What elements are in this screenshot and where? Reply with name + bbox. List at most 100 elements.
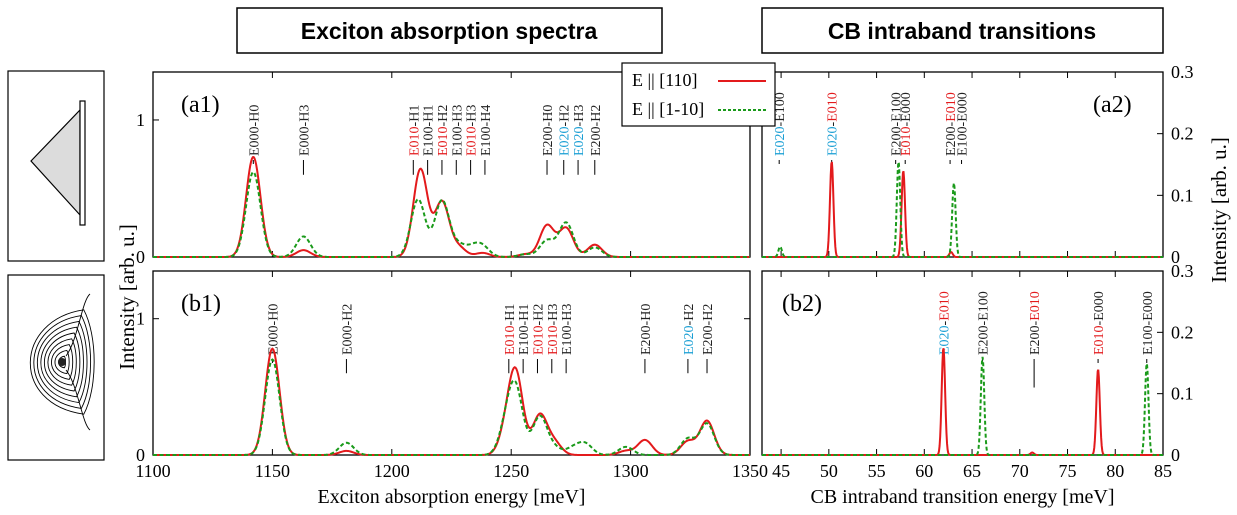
heading-right: CB intraband transitions xyxy=(761,7,1164,54)
peak-annotation: E020-E010 xyxy=(826,92,841,164)
peak-annotation: E010-E000 xyxy=(899,92,914,164)
peak-annotation: E010-H2 xyxy=(436,105,451,175)
annotation-label: E010-E000 xyxy=(899,92,914,156)
contour-center xyxy=(58,358,66,366)
peak-annotation: E020-H2 xyxy=(558,105,573,175)
series-line-e-1-10 xyxy=(762,356,1163,456)
peak-annotation: E010-H1 xyxy=(503,304,518,374)
peak-annotation: E010-H1 xyxy=(407,105,422,175)
annotation-label: E100-H3 xyxy=(450,105,465,156)
annotation-label: E200-H2 xyxy=(701,304,716,355)
peak-annotation: E200-E100 xyxy=(977,291,992,363)
y-tick-label: 0.1 xyxy=(1171,384,1194,404)
contour-line xyxy=(40,326,84,398)
peak-annotation: E100-H4 xyxy=(479,105,494,175)
peak-annotation: E020-H2 xyxy=(682,304,697,374)
annotation-label: E100-E000 xyxy=(956,92,971,156)
legend-label-110: E || [110] xyxy=(632,70,698,90)
annotation-label: E010-H1 xyxy=(407,105,422,156)
annotation-label: E020-H2 xyxy=(558,105,573,156)
chart-panels: 01(a1)E000-H0E000-H3E010-H1E100-H1E010-H… xyxy=(135,62,1193,508)
x-tick-label: 1300 xyxy=(613,461,649,481)
peak-annotation: E020-E100 xyxy=(773,92,788,164)
contour-line xyxy=(43,332,81,392)
peak-annotation: E000-H0 xyxy=(266,304,281,363)
annotation-label: E200-H0 xyxy=(541,105,556,156)
y-tick-label: 0 xyxy=(136,445,145,465)
peak-annotation: E100-H1 xyxy=(422,105,437,175)
annotation-label: E000-H2 xyxy=(340,304,355,355)
annotation-label: E020-H3 xyxy=(572,105,587,156)
peak-annotation: E100-H1 xyxy=(517,304,532,374)
annotation-label: E010-H3 xyxy=(465,105,480,156)
triangle-quantum-dot-icon xyxy=(7,70,105,262)
contour-lines xyxy=(29,293,95,431)
annotation-label: E020-E100 xyxy=(773,92,788,156)
panel-b2: 0 0.1 0.2 0.3 45 50 55 60 65 70 75 80 85 CB intraband… xyxy=(761,261,1194,508)
annotation-label: E010-E000 xyxy=(1092,291,1107,355)
contour-line xyxy=(33,315,92,409)
y-tick-label: 0 xyxy=(1171,247,1180,267)
peak-annotation: E200-H2 xyxy=(589,105,604,175)
x-axis-label: CB intraband transition energy [meV] xyxy=(810,486,1114,508)
x-tick-label: 65 xyxy=(963,461,981,481)
peak-annotation: E100-H3 xyxy=(450,105,465,175)
peak-annotation: E100-E000 xyxy=(956,92,971,164)
panel-frame xyxy=(152,270,751,456)
contour-line xyxy=(36,320,88,404)
panel-b1: 0 1 1100 1150 1200 1250 1300 1350 Exciton absorp… xyxy=(135,270,768,508)
x-tick-label: 1100 xyxy=(135,461,170,481)
y-tick-label: 0 xyxy=(136,247,145,267)
series-line-e-1-10 xyxy=(153,358,750,456)
legend-label-1-10: E || [1-10] xyxy=(632,99,704,119)
x-tick-label: 1150 xyxy=(255,461,290,481)
heading-right-text: CB intraband transitions xyxy=(828,18,1096,44)
peak-annotation: E200-E100 xyxy=(890,92,905,164)
annotation-label: E100-H3 xyxy=(560,304,575,355)
contour-line xyxy=(47,338,77,386)
peak-annotation: E200-H2 xyxy=(701,304,716,374)
contour-line xyxy=(29,309,95,415)
y-tick-label: 1 xyxy=(136,309,145,329)
y-tick-label: 1 xyxy=(136,110,145,130)
annotation-label: E100-H1 xyxy=(517,304,532,355)
annotation-label: E100-H1 xyxy=(422,105,437,156)
y-tick-label: 0 xyxy=(1171,445,1180,465)
panel-label: (a2) xyxy=(1093,92,1132,118)
right-y-axis-label: Intensity [arb. u.] xyxy=(1207,137,1231,283)
x-tick-label: 60 xyxy=(915,461,933,481)
annotation-label: E000-H0 xyxy=(266,304,281,355)
x-tick-label: 45 xyxy=(772,461,790,481)
contour-line xyxy=(65,293,91,357)
annotation-label: E000-H3 xyxy=(297,105,312,156)
peak-annotation: E200-H0 xyxy=(639,304,654,374)
annotation-label: E010-H2 xyxy=(436,105,451,156)
x-tick-label: 80 xyxy=(1106,461,1124,481)
heading-left: Exciton absorption spectra xyxy=(236,7,663,54)
peak-annotation: E000-H2 xyxy=(340,304,355,374)
annotation-label: E010-H3 xyxy=(546,304,561,355)
annotation-label: E200-E100 xyxy=(977,291,992,355)
annotation-label: E100-H4 xyxy=(479,105,494,156)
peak-annotation: E000-H0 xyxy=(247,105,262,164)
y-tick-label: 0.3 xyxy=(1171,62,1194,82)
peak-annotation: E010-H3 xyxy=(546,304,561,374)
peak-annotation: E020-H3 xyxy=(572,105,587,175)
peak-annotation: E200-H0 xyxy=(541,105,556,175)
annotation-label: E200-H2 xyxy=(589,105,604,156)
annotation-label: E020-E010 xyxy=(937,291,952,355)
x-tick-label: 55 xyxy=(868,461,886,481)
left-y-axis-label: Intensity [arb. u.] xyxy=(115,224,139,370)
x-tick-label: 1350 xyxy=(732,461,768,481)
contour-line xyxy=(65,369,91,431)
annotation-label: E200-H0 xyxy=(639,304,654,355)
peak-annotation: E020-E010 xyxy=(937,291,952,363)
x-axis-label: Exciton absorption energy [meV] xyxy=(318,486,586,508)
x-tick-label: 70 xyxy=(1011,461,1029,481)
legend: E || [110] E || [1-10] xyxy=(621,62,776,127)
contour-line xyxy=(51,344,74,380)
y-tick-label: 0.1 xyxy=(1171,185,1194,205)
panel-a1: 01(a1)E000-H0E000-H3E010-H1E100-H1E010-H… xyxy=(136,71,751,267)
annotation-label: E200-E010 xyxy=(944,92,959,156)
